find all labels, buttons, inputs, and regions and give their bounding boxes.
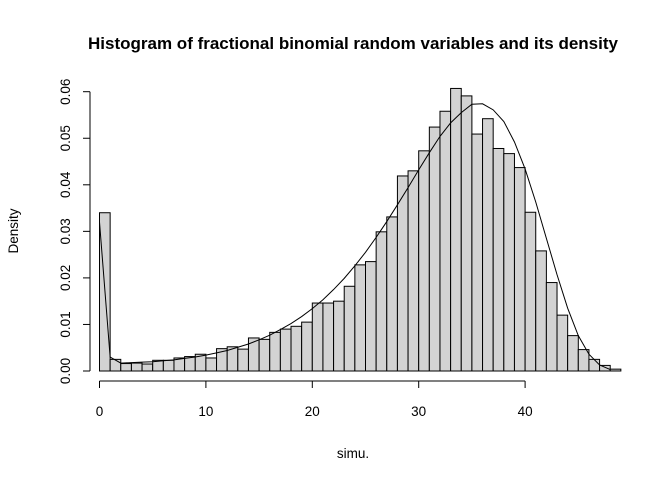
density-curve (99, 103, 611, 371)
histogram-bar (258, 338, 271, 372)
histogram-bar (556, 314, 569, 372)
histogram-bar (269, 331, 281, 372)
histogram-bar (567, 335, 579, 372)
histogram-bar (386, 216, 398, 372)
y-tick-label: 0.01 (58, 311, 73, 337)
histogram-bar (141, 363, 154, 372)
histogram-bar (343, 285, 356, 372)
histogram-bar (162, 359, 175, 372)
x-axis: 0 10 20 30 40 (96, 380, 533, 419)
histogram-bar (407, 170, 420, 372)
x-tick-label: 10 (198, 404, 213, 419)
histogram-bar (279, 328, 292, 372)
histogram-bar (428, 126, 441, 372)
histogram-bar (237, 348, 249, 372)
y-tick-label: 0.02 (58, 265, 73, 291)
x-axis-label: simu. (337, 446, 369, 461)
histogram-bar (333, 300, 345, 372)
histogram-bar (609, 368, 622, 372)
histogram-bar (471, 133, 484, 372)
y-axis-label: Density (6, 208, 21, 253)
histogram-bar (482, 118, 494, 372)
y-tick-label: 0.04 (58, 171, 73, 198)
histogram-bar (322, 302, 335, 372)
y-tick-label: 0.00 (58, 358, 73, 384)
histogram-bar (365, 261, 377, 372)
histogram-bar (109, 358, 122, 372)
y-tick-label: 0.05 (58, 125, 73, 151)
histogram-bar (418, 150, 430, 372)
chart-title: Histogram of fractional binomial random … (88, 34, 618, 53)
histogram-bar (513, 167, 526, 372)
histogram-bar (396, 175, 409, 372)
histogram-bar (492, 147, 505, 372)
histogram-bar (205, 357, 218, 372)
histogram-bar (503, 153, 515, 372)
histogram-bar (301, 321, 313, 372)
histogram-bar (450, 87, 462, 372)
x-tick-label: 40 (518, 404, 533, 419)
histogram-bar (439, 110, 452, 372)
y-tick-label: 0.03 (58, 218, 73, 244)
histogram-bar (588, 358, 601, 372)
x-tick-label: 0 (96, 404, 104, 419)
histogram-bar (375, 231, 388, 372)
x-tick-label: 30 (411, 404, 426, 419)
y-axis: 0.00 0.01 0.02 0.03 0.04 0.05 0.06 (58, 79, 91, 384)
histogram-bar (535, 250, 547, 372)
histogram-bar (311, 302, 324, 372)
histogram-bar (184, 356, 196, 372)
histogram-bar (577, 349, 590, 372)
histogram-bar (545, 282, 558, 372)
histogram-bar (460, 95, 473, 372)
histogram-bars (99, 87, 622, 372)
histogram-bar (354, 264, 366, 372)
y-tick-label: 0.06 (58, 79, 73, 105)
histogram-bar (290, 325, 303, 372)
histogram-bar (599, 364, 611, 372)
x-tick-label: 20 (305, 404, 320, 419)
histogram-bar (120, 363, 132, 372)
density-curve-layer (99, 103, 611, 371)
histogram-bar (524, 211, 537, 372)
histogram-bar (130, 362, 143, 372)
